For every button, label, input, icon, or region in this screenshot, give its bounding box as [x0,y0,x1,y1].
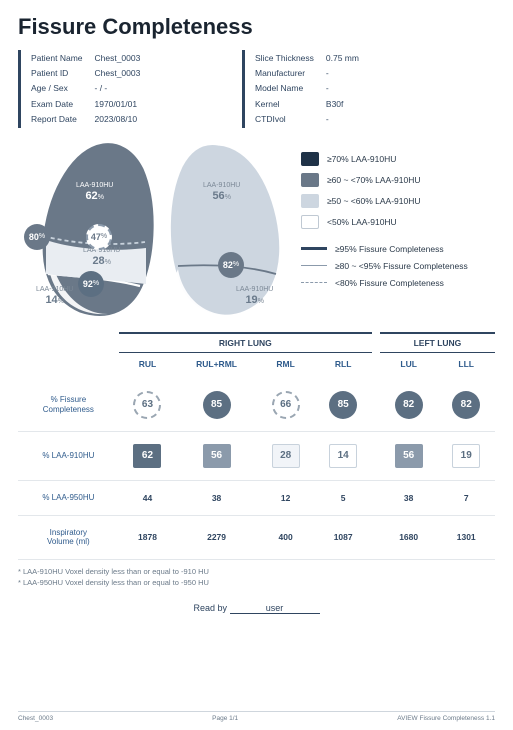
lung-diagram: LAA-910HU 62% LAA-910HU 28% LAA-910HU 14… [18,134,301,324]
laa-square: 19 [452,444,480,468]
legend-line-item: ≥95% Fissure Completeness [301,244,495,254]
badge-92: 92% [78,271,104,297]
row-label: InspiratoryVolume (ml) [18,515,119,559]
info-label: Patient ID [31,67,93,80]
info-label: Slice Thickness [255,52,324,65]
cell-value: 1680 [399,532,418,542]
fissure-pill: 85 [329,391,357,419]
info-label: Report Date [31,113,93,126]
signature-value: user [230,603,320,614]
info-value: B30f [326,98,369,111]
info-row: Patient NameChest_0003Patient IDChest_00… [18,50,495,128]
info-value: 2023/08/10 [95,113,151,126]
row-label: % LAA-910HU [18,431,119,480]
laa-square: 14 [329,444,357,468]
col-header: LUL [380,352,438,379]
legend-line-item: <80% Fissure Completeness [301,278,495,288]
info-value: 0.75 mm [326,52,369,65]
footer-center: Page 1/1 [212,715,238,722]
footnotes: * LAA-910HU Voxel density less than or e… [18,566,495,589]
info-value: Chest_0003 [95,52,151,65]
laa-square: 56 [203,444,231,468]
footnote-line: * LAA-910HU Voxel density less than or e… [18,566,495,577]
info-label: Manufacturer [255,67,324,80]
row-label: % LAA-950HU [18,480,119,515]
cell-value: 44 [143,493,152,503]
badge-82: 82% [218,252,244,278]
col-header: RML [257,352,315,379]
legend-color-item: ≥60 ~ <70% LAA-910HU [301,173,495,187]
laa-square: 56 [395,444,423,468]
cell-value: 7 [464,493,469,503]
info-label: Patient Name [31,52,93,65]
info-value: Chest_0003 [95,67,151,80]
scan-info-block: Slice Thickness0.75 mmManufacturer-Model… [242,50,452,128]
row-label: % FissureCompleteness [18,379,119,432]
cell-value: 400 [279,532,293,542]
cell-value: 1087 [334,532,353,542]
info-value: 1970/01/01 [95,98,151,111]
col-header: LLL [437,352,495,379]
cell-value: 1878 [138,532,157,542]
page-footer: Chest_0003 Page 1/1 AVIEW Fissure Comple… [18,711,495,722]
info-value: - [326,82,369,95]
info-label: Exam Date [31,98,93,111]
label-right-mid: LAA-910HU 28% [83,247,120,268]
cell-value: 1301 [457,532,476,542]
info-label: CTDIvol [255,113,324,126]
col-header: RUL [119,352,177,379]
col-header: RUL+RML [176,352,257,379]
patient-info-block: Patient NameChest_0003Patient IDChest_00… [18,50,218,128]
page-title: Fissure Completeness [18,14,495,40]
fissure-pill: 85 [203,391,231,419]
badge-80: 80% [24,224,50,250]
fissure-pill: 82 [452,391,480,419]
footnote-line: * LAA-950HU Voxel density less than or e… [18,577,495,588]
legend-color-item: ≥70% LAA-910HU [301,152,495,166]
info-label: Kernel [255,98,324,111]
cell-value: 5 [341,493,346,503]
cell-value: 38 [404,493,413,503]
legend-color-item: ≥50 ~ <60% LAA-910HU [301,194,495,208]
label-right-upper: LAA-910HU 62% [76,182,113,203]
footer-left: Chest_0003 [18,715,53,722]
fissure-pill: 63 [133,391,161,419]
footer-right: AVIEW Fissure Completeness 1.1 [397,715,495,722]
legend: ≥70% LAA-910HU ≥60 ~ <70% LAA-910HU ≥50 ~ … [301,134,495,324]
label-left-low: LAA-910HU 19% [236,286,273,307]
legend-color-item: <50% LAA-910HU [301,215,495,229]
fissure-pill: 66 [272,391,300,419]
diagram-and-legend: LAA-910HU 62% LAA-910HU 28% LAA-910HU 14… [18,134,495,324]
label-left-upper: LAA-910HU 56% [203,182,240,203]
laa-square: 28 [272,444,300,468]
fissure-pill: 82 [395,391,423,419]
label-right-low: LAA-910HU 14% [36,286,73,307]
legend-line-item: ≥80 ~ <95% Fissure Completeness [301,261,495,271]
info-value: - / - [95,82,151,95]
info-value: - [326,67,369,80]
col-header: RLL [314,352,372,379]
cell-value: 38 [212,493,221,503]
laa-square: 62 [133,444,161,468]
info-label: Age / Sex [31,82,93,95]
signature-line: Read by user [18,603,495,614]
info-value: - [326,113,369,126]
info-label: Model Name [255,82,324,95]
cell-value: 2279 [207,532,226,542]
cell-value: 12 [281,493,290,503]
data-table: RIGHT LUNGLEFT LUNGRULRUL+RMLRMLRLLLULLL… [18,332,495,560]
badge-47: 47% [86,224,112,250]
